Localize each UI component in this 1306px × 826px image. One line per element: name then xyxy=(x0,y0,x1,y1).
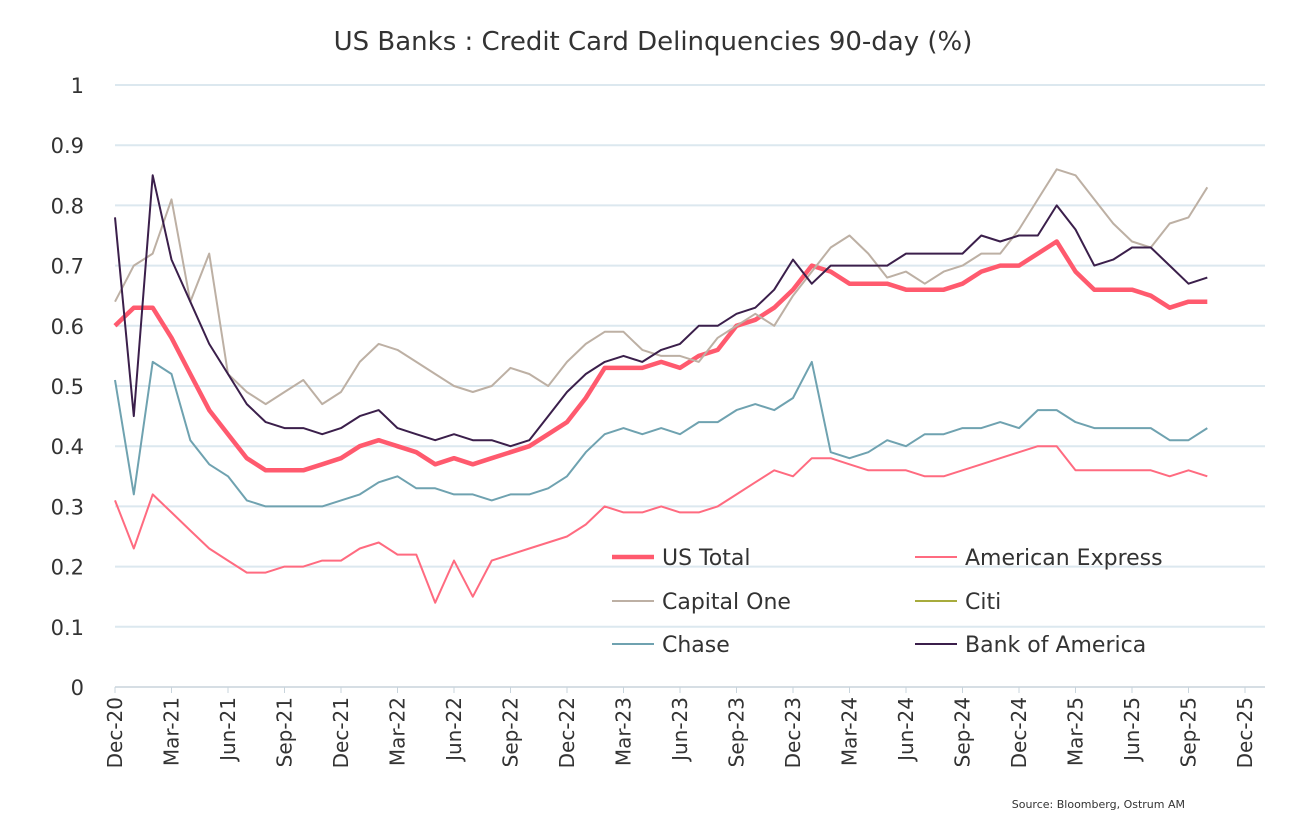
legend-label: Bank of America xyxy=(965,633,1146,658)
x-tick-label: Dec-23 xyxy=(781,697,805,768)
legend-label: American Express xyxy=(965,546,1163,571)
x-tick-label: Jun-25 xyxy=(1120,697,1144,763)
y-tick-label: 0.9 xyxy=(51,134,84,158)
legend-item: US Total xyxy=(612,546,750,571)
x-tick-label: Mar-22 xyxy=(386,697,410,766)
series-line-capital-one xyxy=(114,168,1209,406)
x-tick-label: Dec-21 xyxy=(329,697,353,768)
x-tick-label: Jun-24 xyxy=(894,697,918,763)
x-tick-label: Sep-24 xyxy=(951,697,975,767)
y-tick-label: 0.4 xyxy=(51,435,84,459)
x-tick-label: Mar-23 xyxy=(612,697,636,766)
series-line-american-express xyxy=(114,445,1208,604)
legend-label: Citi xyxy=(965,590,1001,615)
x-tick-label: Jun-23 xyxy=(668,697,692,763)
legend-item: American Express xyxy=(915,546,1163,571)
x-tick-label: Dec-20 xyxy=(103,697,127,768)
x-tick-label: Sep-21 xyxy=(273,697,297,767)
x-tick-label: Sep-23 xyxy=(725,697,749,767)
legend-item: Citi xyxy=(915,590,1001,615)
y-tick-label: 0.8 xyxy=(51,194,84,218)
y-tick-label: 0.3 xyxy=(51,495,84,519)
x-tick-label: Sep-22 xyxy=(499,697,523,767)
y-tick-label: 0.6 xyxy=(51,315,84,339)
legend-label: Capital One xyxy=(662,590,791,615)
chart-title: US Banks : Credit Card Delinquencies 90-… xyxy=(334,27,973,57)
series-line-us-total xyxy=(113,239,1208,473)
x-tick-label: Dec-24 xyxy=(1007,697,1031,768)
legend-item: Chase xyxy=(612,633,730,658)
series-line-chase xyxy=(114,360,1208,508)
source-note: Source: Bloomberg, Ostrum AM xyxy=(1012,798,1185,811)
legend-label: Chase xyxy=(662,633,730,658)
y-tick-label: 0.1 xyxy=(51,616,84,640)
x-tick-label: Jun-21 xyxy=(216,697,240,763)
y-tick-label: 0.7 xyxy=(51,255,84,279)
x-tick-label: Sep-25 xyxy=(1177,697,1201,767)
legend-label: US Total xyxy=(662,546,750,571)
x-tick-label: Dec-22 xyxy=(555,697,579,768)
y-tick-label: 0 xyxy=(71,676,84,700)
x-tick-label: Mar-24 xyxy=(838,697,862,766)
series-line-bank-of-america xyxy=(114,174,1208,448)
x-tick-label: Dec-25 xyxy=(1233,697,1257,768)
x-tick-label: Mar-25 xyxy=(1064,697,1088,766)
y-tick-label: 0.5 xyxy=(51,375,84,399)
y-tick-label: 1 xyxy=(71,74,84,98)
x-tick-label: Mar-21 xyxy=(160,697,184,766)
legend-item: Capital One xyxy=(612,590,791,615)
y-tick-label: 0.2 xyxy=(51,556,84,580)
x-tick-label: Jun-22 xyxy=(442,697,466,763)
legend-item: Bank of America xyxy=(915,633,1146,658)
